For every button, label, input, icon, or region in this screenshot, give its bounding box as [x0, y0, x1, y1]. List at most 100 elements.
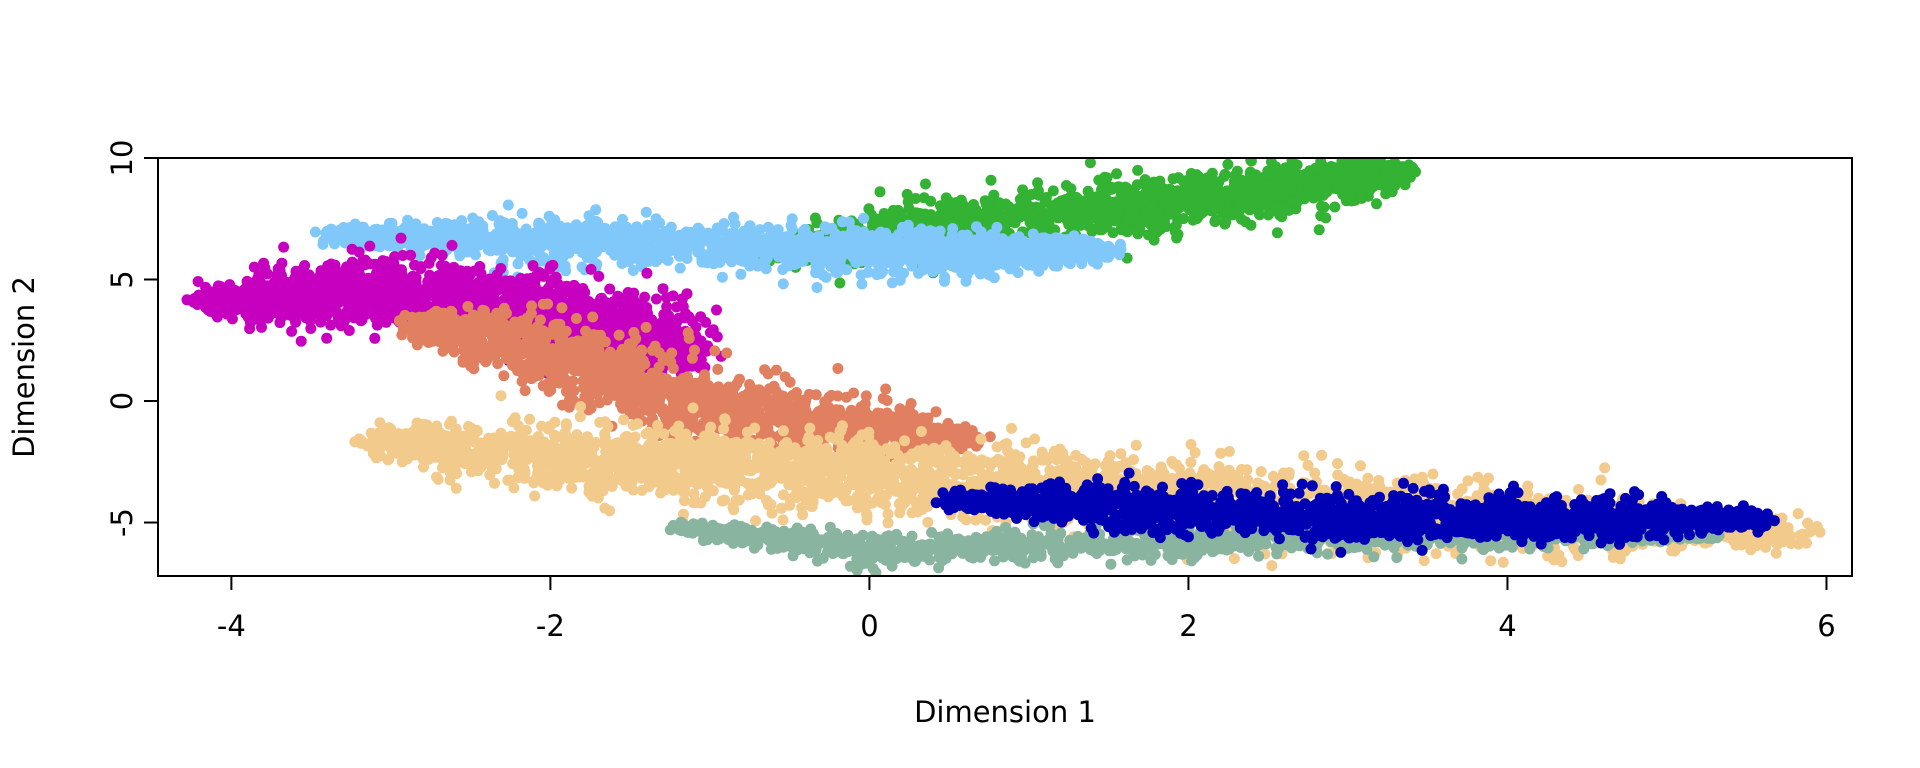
data-point	[1380, 188, 1392, 200]
data-point	[274, 317, 286, 329]
data-point	[1047, 185, 1059, 197]
data-point	[834, 258, 846, 269]
data-point	[991, 221, 1003, 233]
data-point	[1008, 259, 1020, 271]
data-point	[1222, 206, 1234, 218]
data-point	[1173, 199, 1185, 211]
data-point	[1210, 214, 1222, 226]
data-point	[583, 210, 595, 222]
data-point	[1159, 199, 1171, 211]
data-point	[1320, 212, 1332, 224]
data-point	[988, 272, 1000, 284]
data-point	[825, 236, 837, 248]
data-point	[899, 226, 911, 237]
data-point	[1308, 190, 1320, 202]
data-point	[663, 310, 674, 321]
data-point	[913, 210, 924, 222]
data-point	[851, 225, 862, 237]
data-point	[763, 236, 775, 247]
data-point	[580, 235, 592, 247]
data-point	[1361, 158, 1372, 161]
data-point	[1021, 202, 1033, 214]
data-point	[1205, 172, 1217, 184]
data-point	[1231, 165, 1243, 177]
data-point	[1271, 201, 1283, 213]
data-point	[855, 269, 867, 281]
data-point	[1208, 204, 1219, 216]
data-point	[1139, 174, 1151, 186]
data-point	[570, 219, 582, 231]
data-point	[887, 233, 899, 245]
data-point	[940, 192, 952, 204]
data-point	[896, 247, 908, 258]
data-point	[654, 217, 666, 229]
data-point	[554, 220, 566, 232]
point-cloud	[181, 139, 1826, 576]
data-point	[945, 249, 956, 261]
data-point	[474, 261, 486, 272]
data-point	[1154, 220, 1166, 232]
data-point	[1286, 183, 1297, 195]
data-point	[894, 274, 906, 286]
data-point	[929, 249, 941, 261]
data-point	[865, 236, 877, 248]
data-point	[957, 250, 969, 262]
data-point	[780, 231, 792, 243]
data-point	[681, 288, 693, 300]
data-point	[1179, 178, 1191, 190]
data-point	[1254, 209, 1266, 221]
data-point	[875, 231, 887, 243]
data-point	[842, 233, 854, 245]
data-point	[276, 257, 288, 269]
data-point	[346, 256, 358, 268]
data-point	[425, 230, 437, 242]
data-point	[455, 219, 467, 231]
data-point	[1087, 240, 1099, 251]
data-point	[1356, 192, 1368, 204]
data-point	[545, 260, 557, 272]
data-point	[1247, 200, 1259, 212]
data-point	[939, 271, 951, 283]
data-point	[278, 241, 290, 253]
data-point	[1261, 169, 1273, 181]
data-point	[968, 256, 980, 268]
data-point	[1084, 158, 1096, 169]
data-point	[1356, 139, 1367, 150]
data-point	[1082, 185, 1094, 197]
data-point	[1177, 189, 1189, 201]
data-point	[1341, 173, 1353, 185]
data-point	[1118, 195, 1129, 207]
data-point	[836, 216, 848, 228]
data-point	[1264, 188, 1276, 200]
data-point	[1370, 176, 1382, 188]
data-point	[1371, 198, 1382, 210]
data-point	[728, 211, 739, 223]
data-point	[248, 261, 260, 273]
data-point	[1270, 161, 1282, 173]
data-point	[295, 335, 307, 347]
data-point	[1032, 216, 1044, 228]
data-point	[640, 206, 652, 218]
data-point	[1349, 159, 1361, 171]
data-point	[746, 242, 758, 254]
data-point	[892, 204, 904, 216]
data-point	[1026, 189, 1037, 200]
data-point	[1244, 166, 1256, 178]
data-point	[1005, 213, 1017, 225]
data-point	[1084, 205, 1096, 217]
data-point	[620, 249, 632, 261]
data-point	[395, 232, 407, 244]
data-point	[674, 262, 686, 274]
data-point	[858, 212, 870, 224]
data-point	[1099, 212, 1111, 224]
data-point	[1222, 158, 1234, 170]
data-point	[993, 197, 1005, 209]
data-point	[226, 313, 238, 325]
data-point	[848, 249, 859, 260]
data-point	[1346, 195, 1358, 207]
data-point	[590, 219, 602, 231]
data-point	[1083, 215, 1094, 227]
data-point	[1356, 184, 1368, 195]
data-point	[1134, 216, 1146, 228]
